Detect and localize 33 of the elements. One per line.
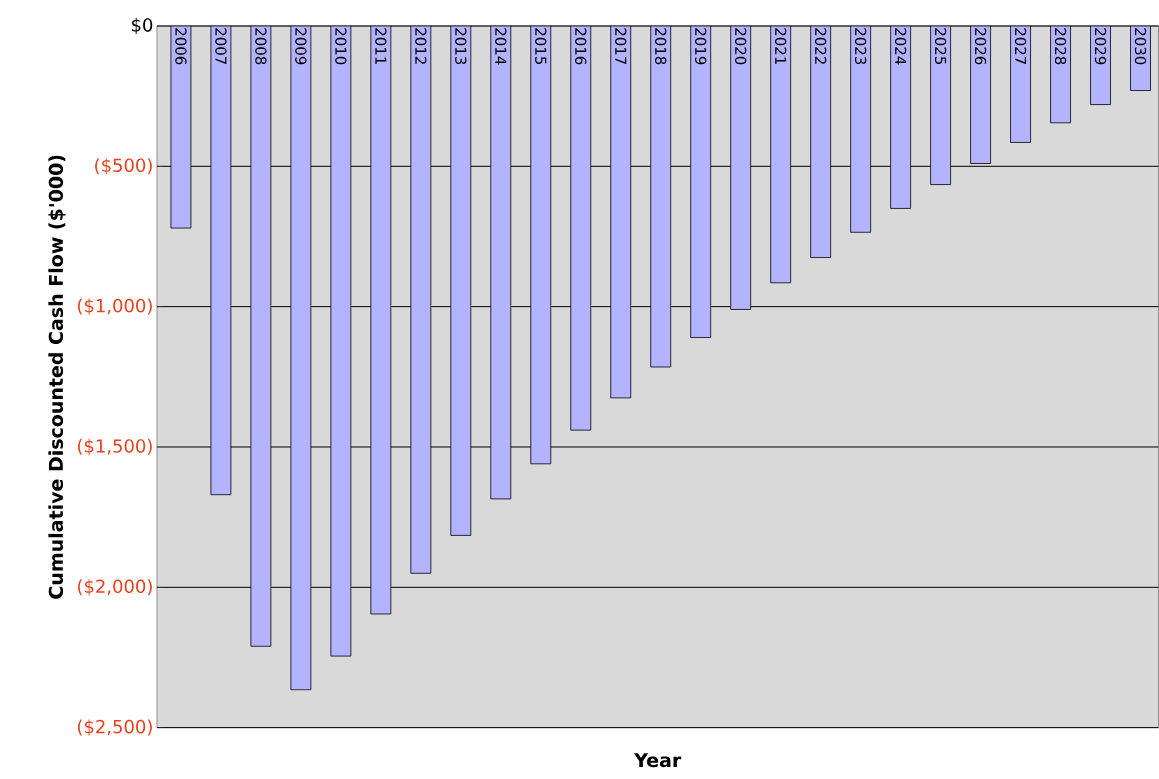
x-tick-label: 2006	[175, 28, 187, 65]
y-tick-label: ($2,500)	[77, 719, 152, 736]
x-tick-label: 2016	[575, 28, 587, 65]
x-tick-label: 2030	[1134, 28, 1147, 65]
x-tick-label: 2021	[774, 28, 787, 65]
x-tick-label: 2011	[375, 28, 387, 65]
x-tick-label: 2019	[695, 28, 707, 65]
x-axis-title: Year	[634, 753, 682, 768]
x-tick-label: 2025	[934, 28, 947, 65]
x-tick-label: 2029	[1094, 28, 1107, 65]
x-tick-label: 2028	[1054, 28, 1067, 65]
x-tick-label: 2017	[615, 28, 627, 65]
x-tick-label: 2009	[295, 28, 307, 65]
y-tick-label: ($500)	[95, 158, 152, 175]
x-tick-label: 2007	[215, 28, 227, 65]
x-tick-label: 2027	[1014, 28, 1027, 65]
x-tick-label: 2012	[415, 28, 427, 64]
x-tick-label: 2015	[535, 28, 547, 65]
y-tick-label: ($2,000)	[77, 579, 152, 596]
y-axis-title: Cumulative Discounted Cash Flow ($'000)	[48, 155, 66, 599]
x-tick-label: 2020	[735, 28, 747, 65]
x-tick-label: 2024	[894, 28, 907, 65]
y-tick-label: ($1,000)	[77, 298, 152, 315]
x-tick-label: 2010	[335, 28, 347, 65]
x-tick-label: 2013	[455, 28, 467, 65]
y-tick-label: $0	[132, 17, 153, 35]
y-tick-label: ($1,500)	[77, 439, 152, 456]
x-tick-label: 2014	[495, 28, 507, 65]
x-tick-label: 2008	[255, 28, 267, 65]
x-tick-label: 2018	[655, 28, 667, 65]
x-tick-label: 2023	[854, 28, 867, 65]
x-tick-label: 2026	[974, 28, 987, 65]
x-tick-label: 2022	[814, 28, 827, 64]
